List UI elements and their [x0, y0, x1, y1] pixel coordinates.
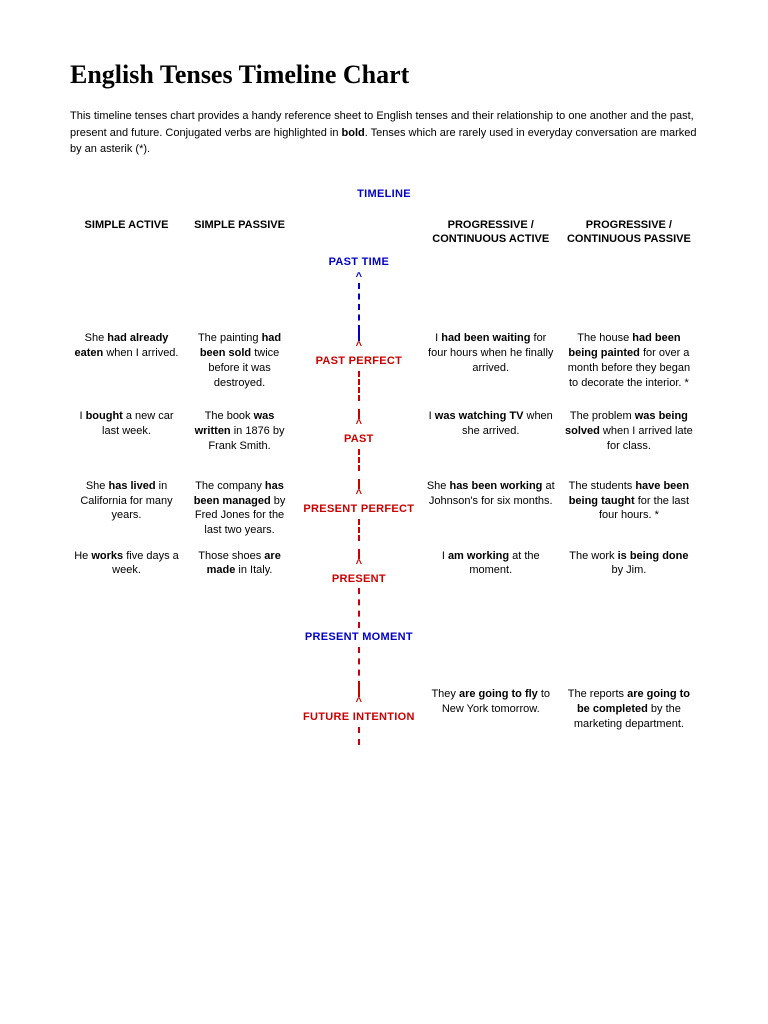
- caret-icon: ^: [300, 697, 418, 708]
- table-row: He works five days a week. Those shoes a…: [70, 549, 698, 629]
- cell-simple-active: I bought a new car last week.: [70, 409, 183, 471]
- axis-segment: [358, 283, 360, 331]
- cell-progressive-active: I am working at the moment.: [422, 549, 560, 629]
- col-header-progressive-passive: PROGRESSIVE / CONTINUOUS PASSIVE: [560, 218, 698, 254]
- cell-progressive-passive: The problem was being solved when I arri…: [560, 409, 698, 471]
- marker-present: PRESENT: [300, 572, 418, 587]
- axis-segment: [358, 371, 360, 401]
- marker-past: PAST: [300, 432, 418, 447]
- cell-progressive-active: I was watching TV when she arrived.: [422, 409, 560, 471]
- cell-simple-passive: [183, 687, 296, 745]
- cell-simple-passive: The book was written in 1876 by Frank Sm…: [183, 409, 296, 471]
- axis-segment: [358, 647, 360, 687]
- marker-present-perfect: PRESENT PERFECT: [300, 502, 418, 517]
- intro-paragraph: This timeline tenses chart provides a ha…: [70, 108, 698, 158]
- cell-progressive-passive: The house had been being painted for ove…: [560, 331, 698, 401]
- tense-grid: SIMPLE ACTIVE SIMPLE PASSIVE PROGRESSIVE…: [70, 218, 698, 746]
- axis-segment: [358, 519, 360, 541]
- marker-future-intention: FUTURE INTENTION: [300, 710, 418, 725]
- cell-progressive-active: I had been waiting for four hours when h…: [422, 331, 560, 401]
- caret-icon: ^: [300, 272, 418, 283]
- col-header-simple-active: SIMPLE ACTIVE: [70, 218, 183, 254]
- cell-simple-active: [70, 687, 183, 745]
- table-row: ^ FUTURE INTENTION They are going to fly…: [70, 687, 698, 745]
- marker-past-time: PAST TIME: [300, 255, 418, 270]
- cell-progressive-active: They are going to fly to New York tomorr…: [422, 687, 560, 745]
- cell-simple-passive: The painting had been sold twice before …: [183, 331, 296, 401]
- axis-segment: [358, 727, 360, 745]
- marker-past-perfect: PAST PERFECT: [300, 354, 418, 369]
- cell-progressive-passive: The reports are going to be completed by…: [560, 687, 698, 745]
- table-row: She has lived in California for many yea…: [70, 479, 698, 541]
- col-header-progressive-active: PROGRESSIVE / CONTINUOUS ACTIVE: [422, 218, 560, 254]
- timeline-heading: TIMELINE: [70, 188, 698, 200]
- caret-icon: ^: [300, 559, 418, 570]
- cell-simple-active: She has lived in California for many yea…: [70, 479, 183, 541]
- caret-icon: ^: [300, 489, 418, 500]
- marker-present-moment: PRESENT MOMENT: [300, 630, 418, 645]
- cell-simple-active: He works five days a week.: [70, 549, 183, 629]
- cell-simple-passive: Those shoes are made in Italy.: [183, 549, 296, 629]
- table-row: I bought a new car last week. The book w…: [70, 409, 698, 471]
- cell-simple-passive: The company has been managed by Fred Jon…: [183, 479, 296, 541]
- table-row: She had already eaten when I arrived. Th…: [70, 331, 698, 401]
- axis-segment: [358, 588, 360, 628]
- cell-progressive-passive: The work is being done by Jim.: [560, 549, 698, 629]
- cell-simple-active: She had already eaten when I arrived.: [70, 331, 183, 401]
- table-header-row: SIMPLE ACTIVE SIMPLE PASSIVE PROGRESSIVE…: [70, 218, 698, 254]
- cell-progressive-active: She has been working at Johnson's for si…: [422, 479, 560, 541]
- cell-progressive-passive: The students have been being taught for …: [560, 479, 698, 541]
- caret-icon: ^: [300, 419, 418, 430]
- caret-icon: ^: [300, 341, 418, 352]
- page-title: English Tenses Timeline Chart: [70, 60, 698, 90]
- axis-segment: [358, 449, 360, 471]
- col-header-simple-passive: SIMPLE PASSIVE: [183, 218, 296, 254]
